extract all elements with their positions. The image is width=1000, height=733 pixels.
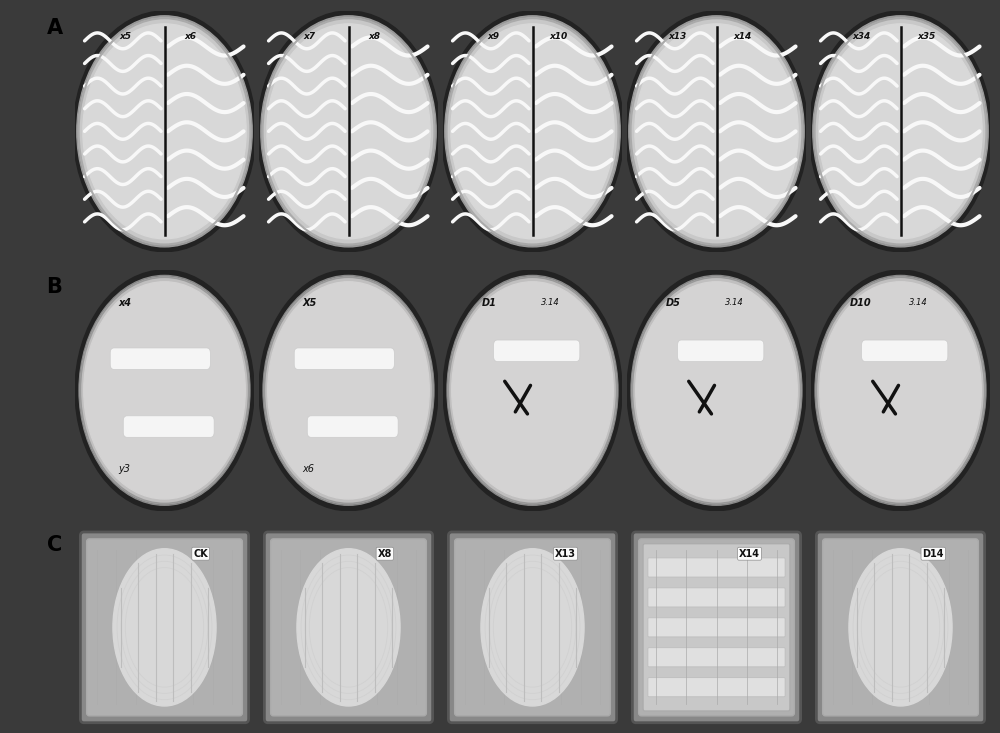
Text: A: A [46,18,63,38]
Text: x10: x10 [549,32,567,41]
Ellipse shape [75,270,254,511]
Ellipse shape [635,24,798,239]
Ellipse shape [849,549,952,706]
Ellipse shape [631,18,802,245]
Ellipse shape [259,270,438,511]
Text: C: C [46,535,62,555]
Ellipse shape [448,277,617,504]
Ellipse shape [264,277,433,504]
FancyBboxPatch shape [307,416,398,438]
Text: X5: X5 [302,298,316,308]
Ellipse shape [79,18,250,245]
FancyBboxPatch shape [271,539,426,716]
FancyBboxPatch shape [648,558,785,577]
Text: 3.14: 3.14 [909,298,928,306]
FancyBboxPatch shape [643,544,790,711]
Ellipse shape [815,276,986,505]
Text: x9: x9 [488,32,500,41]
Text: X8: X8 [378,549,392,559]
Ellipse shape [297,549,400,706]
FancyBboxPatch shape [123,416,214,438]
FancyBboxPatch shape [294,348,394,369]
FancyBboxPatch shape [110,348,210,369]
Ellipse shape [815,18,986,245]
Text: x35: x35 [917,32,935,41]
FancyBboxPatch shape [648,588,785,607]
Ellipse shape [452,281,613,499]
FancyBboxPatch shape [823,539,978,716]
FancyBboxPatch shape [264,532,433,723]
Ellipse shape [84,281,245,499]
FancyBboxPatch shape [448,532,617,723]
Text: X13: X13 [555,549,576,559]
Ellipse shape [447,18,618,245]
Text: D10: D10 [850,298,872,308]
Ellipse shape [445,16,620,247]
Ellipse shape [625,11,808,251]
Text: x13: x13 [669,32,687,41]
Ellipse shape [816,277,985,504]
Ellipse shape [83,24,246,239]
Ellipse shape [79,276,250,505]
Text: D14: D14 [922,549,944,559]
Ellipse shape [80,277,249,504]
Text: 3.14: 3.14 [541,298,560,306]
Ellipse shape [811,270,990,511]
Text: D5: D5 [666,298,681,308]
Text: x7: x7 [304,32,316,41]
Ellipse shape [631,276,802,505]
Ellipse shape [263,18,434,245]
Ellipse shape [636,281,797,499]
Ellipse shape [451,24,614,239]
Text: x8: x8 [368,32,380,41]
Ellipse shape [257,11,440,251]
Ellipse shape [263,276,434,505]
Ellipse shape [632,277,801,504]
Ellipse shape [267,24,430,239]
FancyBboxPatch shape [494,340,580,361]
Ellipse shape [820,281,981,499]
FancyBboxPatch shape [632,532,801,723]
Ellipse shape [813,16,988,247]
Ellipse shape [268,281,429,499]
Text: D1: D1 [482,298,497,308]
Text: 3.14: 3.14 [725,298,744,306]
Text: y3: y3 [118,464,130,474]
FancyBboxPatch shape [87,539,242,716]
Ellipse shape [447,276,618,505]
Text: x4: x4 [118,298,131,308]
Text: x34: x34 [853,32,871,41]
FancyBboxPatch shape [80,532,249,723]
Ellipse shape [77,16,252,247]
Text: x14: x14 [733,32,751,41]
Ellipse shape [73,11,256,251]
Ellipse shape [261,16,436,247]
FancyBboxPatch shape [678,340,764,361]
FancyBboxPatch shape [639,539,794,716]
FancyBboxPatch shape [648,678,785,697]
Text: x5: x5 [120,32,132,41]
Ellipse shape [441,11,624,251]
FancyBboxPatch shape [648,618,785,637]
FancyBboxPatch shape [816,532,985,723]
Ellipse shape [481,549,584,706]
FancyBboxPatch shape [648,648,785,667]
Ellipse shape [113,549,216,706]
Ellipse shape [629,16,804,247]
Text: x6: x6 [184,32,196,41]
Ellipse shape [819,24,982,239]
Text: x6: x6 [302,464,314,474]
Text: B: B [46,277,62,298]
Ellipse shape [627,270,806,511]
FancyBboxPatch shape [455,539,610,716]
FancyBboxPatch shape [862,340,948,361]
Text: X14: X14 [739,549,760,559]
Ellipse shape [443,270,622,511]
Ellipse shape [809,11,992,251]
Text: CK: CK [193,549,208,559]
